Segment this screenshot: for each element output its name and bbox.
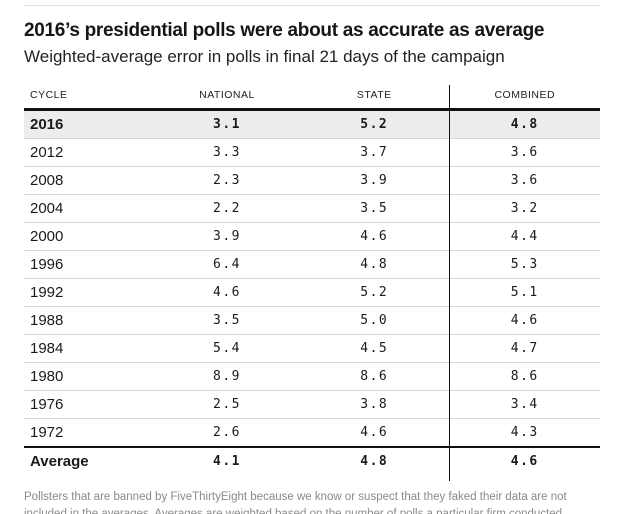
table-row: 1972 2.6 4.6 4.3 [24,418,600,447]
cycle-cell: 2012 [30,144,64,161]
column-header-state: STATE [356,89,392,101]
state-cell: 4.5 [360,341,389,356]
table-row: 2004 2.2 3.5 3.2 [24,194,600,223]
state-cell: 4.6 [360,229,389,244]
state-cell: 3.8 [360,397,389,412]
top-rule [24,5,600,6]
cycle-cell: 2000 [30,228,64,245]
national-cell: 8.9 [213,369,241,384]
state-cell: 5.2 [360,285,389,300]
combined-cell: 3.6 [448,138,600,167]
cycle-cell: 2008 [30,172,64,189]
chart-subtitle: Weighted-average error in polls in final… [24,47,505,66]
table-row: 2000 3.9 4.6 4.4 [24,222,600,251]
state-cell: 8.6 [360,369,389,384]
table-row: 2016 3.1 5.2 4.8 [24,109,600,139]
national-cell: 6.4 [213,257,241,272]
footnote: Pollsters that are banned by FiveThirtyE… [24,491,567,514]
national-cell: 5.4 [213,341,241,356]
table-row: 1976 2.5 3.8 3.4 [24,390,600,419]
cycle-cell: 1976 [30,396,64,413]
combined-cell: 3.2 [448,194,600,223]
table-row: 1996 6.4 4.8 5.3 [24,250,600,279]
combined-cell: 3.6 [448,166,600,195]
page: 2016’s presidential polls were about as … [0,5,624,514]
cycle-cell: 1988 [30,312,64,329]
column-header-cycle: CYCLE [30,89,68,101]
polls-accuracy-table: CYCLE NATIONAL STATE COMBINED 2016 3.1 5… [24,85,600,481]
combined-cell: 4.6 [448,306,600,335]
national-cell: 3.3 [213,145,241,160]
state-cell: 4.8 [360,454,389,469]
national-cell: 4.1 [213,454,241,469]
column-divider-tail [449,475,450,481]
table-row: 2012 3.3 3.7 3.6 [24,138,600,167]
combined-cell: 4.8 [448,109,600,139]
national-cell: 2.3 [213,173,241,188]
combined-cell: 4.4 [448,222,600,251]
cycle-cell: 1992 [30,284,64,301]
column-header-national: NATIONAL [199,89,255,101]
combined-cell: 5.1 [448,278,600,307]
cycle-cell: 2016 [30,116,64,133]
state-cell: 4.6 [360,425,389,440]
table-row: Average 4.1 4.8 4.6 [24,447,600,475]
cycle-cell: 1984 [30,340,64,357]
table-body: 2016 3.1 5.2 4.8 2012 3.3 3.7 3.6 2008 2… [24,109,600,475]
national-cell: 2.2 [213,201,241,216]
combined-cell: 3.4 [448,390,600,419]
cycle-cell: 1972 [30,424,64,441]
national-cell: 2.5 [213,397,241,412]
combined-cell: 4.6 [448,447,600,475]
table-row: 1988 3.5 5.0 4.6 [24,306,600,335]
data-table: CYCLE NATIONAL STATE COMBINED 2016 3.1 5… [24,85,600,475]
national-cell: 3.5 [213,313,241,328]
national-cell: 4.6 [213,285,241,300]
table-row: 2008 2.3 3.9 3.6 [24,166,600,195]
table-row: 1984 5.4 4.5 4.7 [24,334,600,363]
combined-cell: 5.3 [448,250,600,279]
table-row: 1992 4.6 5.2 5.1 [24,278,600,307]
cycle-cell: Average [30,453,89,470]
cycle-cell: 2004 [30,200,64,217]
header-row: CYCLE NATIONAL STATE COMBINED [24,85,600,110]
state-cell: 5.2 [360,117,389,132]
combined-cell: 4.3 [448,418,600,447]
table-row: 1980 8.9 8.6 8.6 [24,362,600,391]
national-cell: 3.1 [213,117,241,132]
column-header-combined: COMBINED [448,85,600,110]
state-cell: 3.5 [360,201,389,216]
state-cell: 5.0 [360,313,389,328]
combined-cell: 4.7 [448,334,600,363]
state-cell: 4.8 [360,257,389,272]
national-cell: 2.6 [213,425,241,440]
national-cell: 3.9 [213,229,241,244]
table-header: CYCLE NATIONAL STATE COMBINED [24,85,600,110]
state-cell: 3.7 [360,145,389,160]
cycle-cell: 1980 [30,368,64,385]
state-cell: 3.9 [360,173,389,188]
combined-cell: 8.6 [448,362,600,391]
cycle-cell: 1996 [30,256,64,273]
chart-title: 2016’s presidential polls were about as … [24,20,545,41]
